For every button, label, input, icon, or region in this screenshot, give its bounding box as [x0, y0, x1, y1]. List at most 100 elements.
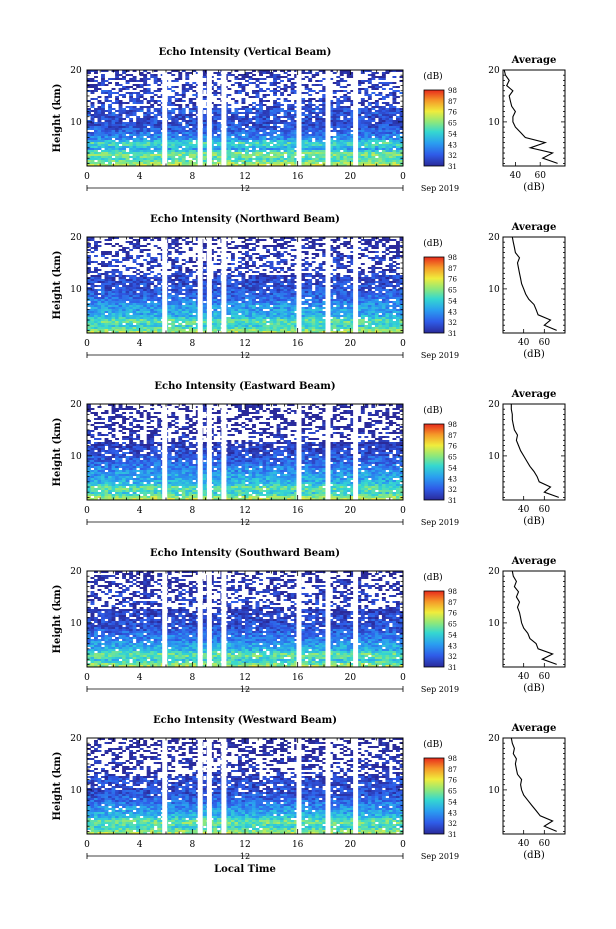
- heatmap-cell: [308, 295, 313, 297]
- heatmap-cell: [248, 277, 253, 279]
- heatmap-cell: [329, 70, 334, 72]
- heatmap-cell: [283, 86, 288, 88]
- heatmap-cell: [118, 122, 123, 124]
- heatmap-cell: [294, 76, 299, 78]
- heatmap-cell: [395, 136, 400, 138]
- y-tick-label: 10: [70, 118, 82, 128]
- heatmap-cell: [322, 285, 327, 287]
- heatmap-cell: [136, 80, 141, 82]
- heatmap-cell: [346, 293, 351, 295]
- heatmap-cell: [139, 86, 144, 88]
- heatmap-cell: [336, 279, 341, 281]
- heatmap-cell: [336, 106, 341, 108]
- heatmap-cell: [188, 154, 193, 156]
- heatmap-cell: [234, 90, 239, 92]
- heatmap-cell: [150, 116, 155, 118]
- heatmap-cell: [94, 98, 98, 100]
- heatmap-cell: [308, 285, 313, 287]
- heatmap-cell: [360, 293, 365, 295]
- heatmap-cell: [280, 255, 285, 257]
- heatmap-cell: [332, 261, 337, 263]
- heatmap-cell: [153, 100, 158, 102]
- heatmap-cell: [188, 289, 193, 291]
- heatmap-cell: [395, 283, 400, 285]
- heatmap-cell: [227, 80, 232, 82]
- heatmap-cell: [188, 152, 193, 154]
- heatmap-cell: [304, 146, 309, 148]
- heatmap-cell: [241, 281, 246, 283]
- heatmap-cell: [315, 148, 320, 150]
- heatmap-cell: [245, 126, 249, 128]
- heatmap-cell: [213, 130, 218, 132]
- heatmap-cell: [101, 261, 105, 263]
- heatmap-cell: [266, 120, 270, 122]
- heatmap-cell: [304, 118, 309, 120]
- heatmap-cell: [346, 106, 351, 108]
- heatmap-cell: [287, 74, 292, 76]
- heatmap-cell: [90, 160, 95, 162]
- heatmap-cell: [252, 289, 256, 291]
- heatmap-cell: [346, 76, 351, 78]
- heatmap-cell: [87, 120, 91, 122]
- heatmap-cell: [146, 293, 151, 295]
- heatmap-cell: [262, 247, 267, 249]
- heatmap-cell: [104, 122, 109, 124]
- heatmap-cell: [336, 261, 341, 263]
- heatmap-cell: [371, 245, 376, 247]
- heatmap-cell: [329, 106, 334, 108]
- heatmap-cell: [329, 289, 334, 291]
- heatmap-cell: [115, 134, 119, 136]
- heatmap-cell: [167, 237, 172, 239]
- heatmap-cell: [90, 120, 95, 122]
- heatmap-cell: [213, 110, 218, 112]
- heatmap-cell: [381, 74, 386, 76]
- heatmap-cell: [241, 287, 246, 289]
- heatmap-cell: [339, 124, 344, 126]
- heatmap-cell: [336, 150, 341, 152]
- heatmap-cell: [118, 112, 123, 114]
- heatmap-cell: [290, 255, 295, 257]
- heatmap-cell: [132, 158, 137, 160]
- heatmap-cell: [230, 112, 235, 114]
- heatmap-cell: [395, 257, 400, 259]
- heatmap-cell: [311, 148, 316, 150]
- heatmap-cell: [388, 281, 393, 283]
- heatmap-cell: [122, 154, 127, 156]
- heatmap-cell: [262, 277, 267, 279]
- heatmap-cell: [399, 279, 404, 281]
- heatmap-cell: [273, 247, 277, 249]
- heatmap-cell: [188, 293, 193, 295]
- heatmap-cell: [167, 122, 172, 124]
- heatmap-cell: [153, 146, 158, 148]
- heatmap-cell: [192, 152, 197, 154]
- heatmap-cell: [304, 128, 309, 130]
- heatmap-cell: [336, 275, 341, 277]
- heatmap-cell: [174, 285, 179, 287]
- heatmap-cell: [101, 104, 105, 106]
- heatmap-cell: [143, 74, 148, 76]
- heatmap-cell: [213, 128, 218, 130]
- heatmap-cell: [378, 134, 383, 136]
- heatmap-cell: [311, 110, 316, 112]
- heatmap-cell: [259, 275, 263, 277]
- heatmap-cell: [290, 154, 295, 156]
- heatmap-cell: [273, 162, 277, 164]
- heatmap-cell: [283, 144, 288, 146]
- heatmap-cell: [146, 84, 151, 86]
- heatmap-cell: [122, 142, 127, 144]
- heatmap-cell: [104, 98, 109, 100]
- heatmap-cell: [308, 144, 313, 146]
- heatmap-cell: [202, 136, 207, 138]
- heatmap-cell: [329, 279, 334, 281]
- heatmap-cell: [94, 261, 98, 263]
- heatmap-cell: [374, 140, 379, 142]
- heatmap-cell: [115, 158, 119, 160]
- heatmap-cell: [230, 287, 235, 289]
- heatmap-cell: [290, 162, 295, 164]
- heatmap-cell: [395, 273, 400, 275]
- heatmap-cell: [364, 156, 369, 158]
- heatmap-cell: [343, 237, 348, 239]
- heatmap-cell: [343, 94, 348, 96]
- heatmap-cell: [216, 126, 221, 128]
- heatmap-cell: [385, 148, 390, 150]
